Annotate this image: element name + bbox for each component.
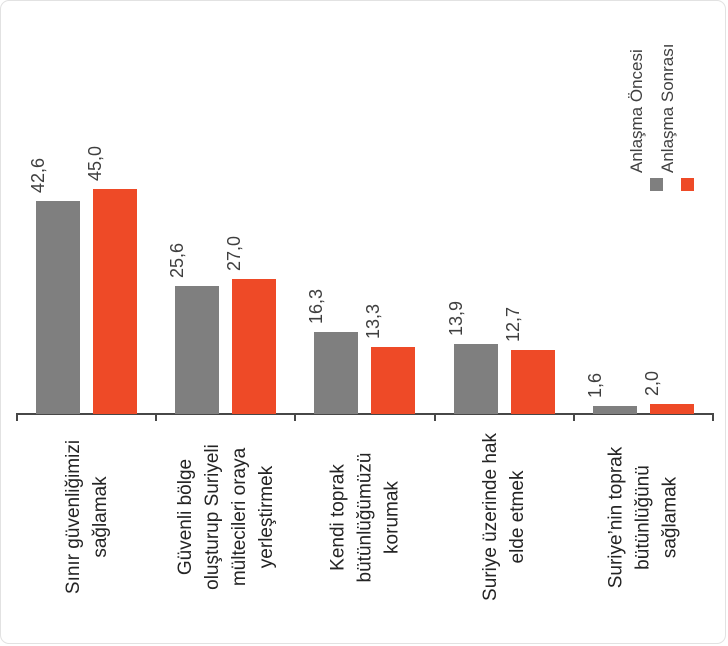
- category-label: Kendi toprak bütünlüğümüzü korumak: [327, 452, 403, 582]
- x-axis-tick: [16, 413, 18, 421]
- category-label: Güvenli bölge oluşturup Suriyeli mültecile…: [174, 444, 277, 590]
- bar-value-label: 12,7: [502, 306, 523, 342]
- x-axis-tick: [712, 413, 714, 421]
- bar-after: [510, 350, 555, 414]
- x-axis-line: [16, 413, 714, 415]
- bar-value-label: 45,0: [85, 145, 105, 181]
- x-axis-tick: [155, 413, 158, 421]
- legend-swatch: [681, 178, 694, 191]
- legend-swatch: [650, 178, 663, 191]
- bar-value-label: 27,0: [224, 235, 245, 271]
- bar-after: [649, 404, 694, 414]
- category-label: Suriye üzerinde hak elde etmek: [480, 433, 529, 601]
- bar-before: [453, 344, 498, 414]
- bar-value-label: 13,9: [445, 300, 466, 336]
- x-axis-tick: [433, 413, 436, 421]
- category-label: Sınır güvenliğimizi sağlamak: [62, 439, 111, 595]
- bar-after: [232, 279, 277, 414]
- bar-before: [36, 201, 80, 414]
- x-axis-tick: [572, 413, 575, 421]
- bar-value-label: 42,6: [28, 157, 48, 193]
- category-label: Suriye’nin toprak bütünlüğünü sağlamak: [605, 446, 681, 588]
- bar-value-label: 13,3: [363, 303, 384, 339]
- legend-label: Anlaşma Öncesi: [626, 49, 646, 173]
- bar-after: [371, 347, 416, 414]
- bar-before: [314, 332, 359, 414]
- bar-before: [175, 286, 220, 414]
- bar-after: [93, 189, 137, 414]
- bar-value-label: 16,3: [306, 288, 327, 324]
- bar-before: [592, 406, 637, 414]
- bar-value-label: 25,6: [167, 242, 188, 278]
- x-axis-tick: [294, 413, 297, 421]
- legend-label: Anlaşma Sonrası: [657, 43, 677, 173]
